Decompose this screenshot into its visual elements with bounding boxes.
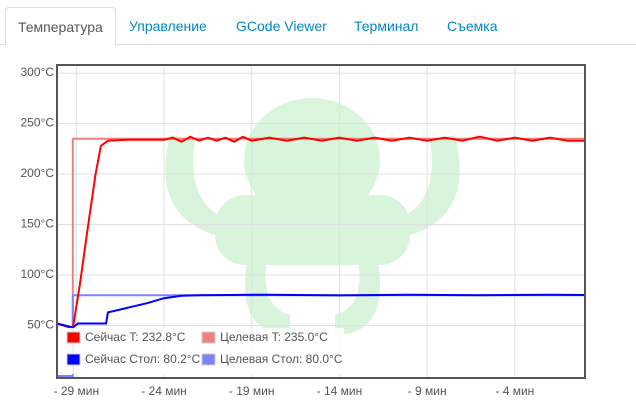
x-tick-label: - 9 мин bbox=[408, 384, 447, 398]
tab[interactable]: Терминал bbox=[354, 18, 419, 34]
y-tick-label: 150°C bbox=[21, 217, 55, 231]
plot-frame bbox=[56, 64, 586, 379]
x-tick-label: - 19 мин bbox=[229, 384, 275, 398]
chart: Сейчас T: 232.8°C Целевая T: 235.0°C Сейча… bbox=[21, 64, 586, 398]
tab[interactable]: Температура bbox=[5, 7, 116, 46]
legend-label: Сейчас Стол: 80.2°C bbox=[85, 352, 201, 366]
x-tick-label: - 29 мин bbox=[53, 384, 99, 398]
tab-bar: Температура Управление GCode Viewer Терм… bbox=[0, 0, 636, 46]
tab[interactable]: GCode Viewer bbox=[236, 18, 327, 34]
legend-swatch bbox=[201, 353, 216, 366]
y-tick-label: 250°C bbox=[21, 116, 55, 130]
x-tick-label: - 14 мин bbox=[317, 384, 363, 398]
tab[interactable]: Съемка bbox=[447, 18, 498, 34]
tab[interactable]: Управление bbox=[129, 18, 207, 34]
legend-label: Сейчас T: 232.8°C bbox=[85, 330, 186, 344]
x-tick-label: - 4 мин bbox=[495, 384, 534, 398]
y-tick-label: 50°C bbox=[27, 318, 54, 332]
y-tick-label: 200°C bbox=[21, 166, 55, 180]
x-tick-label: - 24 мин bbox=[141, 384, 187, 398]
legend-swatch bbox=[66, 331, 81, 344]
plot bbox=[56, 135, 586, 377]
legend-label: Целевая T: 235.0°C bbox=[220, 330, 328, 344]
legend-swatch bbox=[66, 353, 81, 366]
y-tick-label: 300°C bbox=[21, 65, 55, 79]
series-line bbox=[56, 293, 586, 329]
series-line bbox=[56, 135, 585, 330]
legend-swatch bbox=[201, 331, 216, 344]
watermark bbox=[165, 98, 460, 335]
grid bbox=[57, 65, 585, 378]
y-tick-label: 100°C bbox=[21, 267, 55, 281]
legend-label: Целевая Стол: 80.0°C bbox=[220, 352, 343, 366]
legend: Сейчас T: 232.8°C Целевая T: 235.0°C Сейча… bbox=[66, 330, 343, 366]
